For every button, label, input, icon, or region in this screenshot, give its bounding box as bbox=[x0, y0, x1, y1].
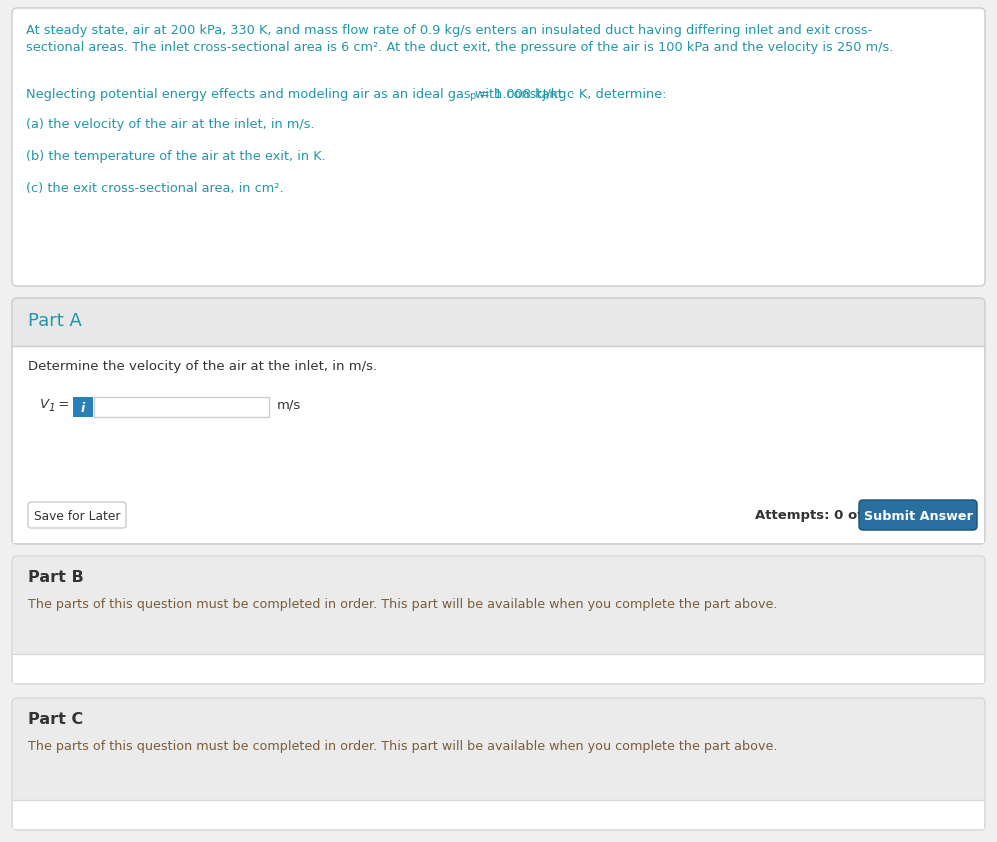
Text: Determine the velocity of the air at the inlet, in m/s.: Determine the velocity of the air at the… bbox=[28, 360, 377, 373]
Text: (a) the velocity of the air at the inlet, in m/s.: (a) the velocity of the air at the inlet… bbox=[26, 118, 315, 131]
Text: =: = bbox=[54, 398, 74, 411]
Text: m/s: m/s bbox=[277, 398, 301, 411]
Text: The parts of this question must be completed in order. This part will be availab: The parts of this question must be compl… bbox=[28, 598, 778, 611]
Text: Attempts: 0 of 5 used: Attempts: 0 of 5 used bbox=[755, 509, 917, 523]
FancyBboxPatch shape bbox=[12, 8, 985, 286]
Bar bbox=[13, 346, 984, 543]
Text: sectional areas. The inlet cross-sectional area is 6 cm². At the duct exit, the : sectional areas. The inlet cross-section… bbox=[26, 41, 893, 54]
FancyBboxPatch shape bbox=[28, 502, 126, 528]
Text: At steady state, air at 200 kPa, 330 K, and mass flow rate of 0.9 kg/s enters an: At steady state, air at 200 kPa, 330 K, … bbox=[26, 24, 872, 37]
Text: p: p bbox=[470, 91, 476, 101]
Text: Part C: Part C bbox=[28, 712, 84, 727]
FancyBboxPatch shape bbox=[12, 556, 985, 684]
Text: (b) the temperature of the air at the exit, in K.: (b) the temperature of the air at the ex… bbox=[26, 150, 326, 163]
Text: i: i bbox=[81, 402, 85, 414]
Text: Save for Later: Save for Later bbox=[34, 509, 121, 523]
FancyBboxPatch shape bbox=[12, 698, 985, 830]
Text: The parts of this question must be completed in order. This part will be availab: The parts of this question must be compl… bbox=[28, 740, 778, 753]
Bar bbox=[73, 397, 93, 417]
FancyBboxPatch shape bbox=[12, 298, 985, 544]
Text: V: V bbox=[40, 398, 49, 411]
Bar bbox=[94, 397, 269, 417]
Bar bbox=[13, 654, 984, 683]
FancyBboxPatch shape bbox=[859, 500, 977, 530]
Text: Part A: Part A bbox=[28, 312, 82, 330]
Text: Submit Answer: Submit Answer bbox=[863, 509, 972, 523]
Text: (c) the exit cross-sectional area, in cm².: (c) the exit cross-sectional area, in cm… bbox=[26, 182, 283, 195]
Text: = 1.008 kJ/kg · K, determine:: = 1.008 kJ/kg · K, determine: bbox=[475, 88, 667, 101]
Text: Neglecting potential energy effects and modeling air as an ideal gas with consta: Neglecting potential energy effects and … bbox=[26, 88, 574, 101]
Text: 1: 1 bbox=[48, 403, 55, 413]
Text: Part B: Part B bbox=[28, 570, 84, 585]
Bar bbox=[13, 800, 984, 829]
